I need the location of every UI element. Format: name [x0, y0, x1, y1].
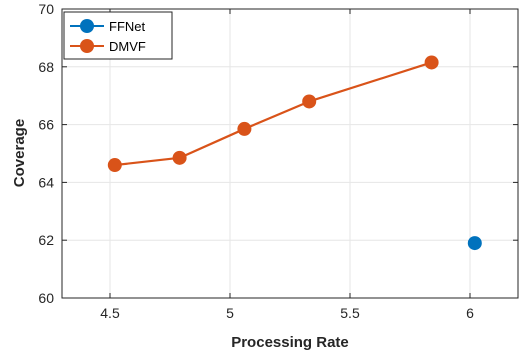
data-point-dmvf [172, 150, 187, 165]
x-tick-label: 5 [226, 305, 234, 321]
y-tick-label: 62 [38, 232, 54, 248]
y-tick-label: 64 [38, 174, 54, 190]
legend: FFNet DMVF [63, 11, 173, 60]
y-tick-label: 66 [38, 117, 54, 133]
legend-label-ffnet: FFNet [109, 19, 146, 34]
data-point-dmvf [237, 121, 252, 136]
legend-marker-dmvf [80, 39, 94, 53]
y-tick-label: 60 [38, 290, 54, 306]
x-axis-title: Processing Rate [231, 334, 349, 351]
axis-ticks: 4.5 5 5.5 6 60 62 64 66 68 70 [38, 1, 518, 321]
y-tick-label: 70 [38, 1, 54, 17]
x-tick-label: 5.5 [340, 305, 360, 321]
plot-area-frame [61, 8, 519, 299]
x-tick-label: 4.5 [100, 305, 120, 321]
data-point-dmvf [302, 94, 317, 109]
legend-box [63, 11, 173, 60]
y-tick-label: 68 [38, 59, 54, 75]
y-axis-title: Coverage [11, 119, 28, 187]
legend-label-dmvf: DMVF [109, 39, 146, 54]
data-point-dmvf [424, 55, 439, 70]
data-point-dmvf [107, 158, 122, 173]
series-layer [107, 55, 482, 251]
legend-marker-ffnet [80, 19, 94, 33]
x-tick-label: 6 [466, 305, 474, 321]
data-point-ffnet [467, 236, 482, 251]
